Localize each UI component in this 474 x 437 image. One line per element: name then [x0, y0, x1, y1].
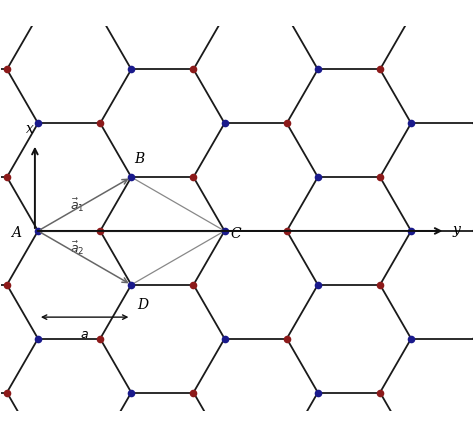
Text: C: C: [231, 227, 241, 241]
Text: D: D: [137, 298, 149, 312]
Text: $\vec{a}_2$: $\vec{a}_2$: [70, 239, 85, 257]
Text: x: x: [26, 122, 34, 136]
Text: $a$: $a$: [80, 328, 89, 341]
Text: y: y: [453, 223, 461, 237]
Text: $\vec{a}_1$: $\vec{a}_1$: [70, 196, 85, 214]
Text: A: A: [10, 226, 20, 240]
Text: B: B: [135, 152, 145, 166]
